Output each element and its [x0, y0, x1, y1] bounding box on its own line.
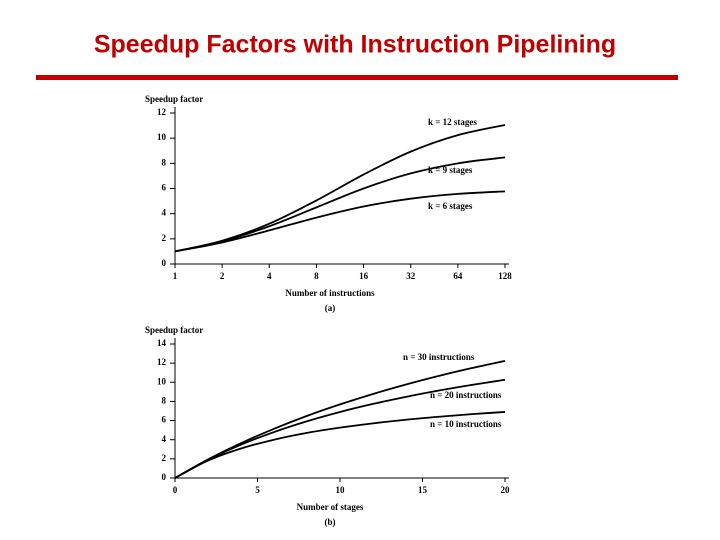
series-label: k = 9 stages	[428, 165, 473, 175]
caption: (b)	[325, 517, 336, 527]
x-tick-label: 128	[498, 271, 512, 281]
x-tick-label: 64	[453, 271, 463, 281]
y-tick-label: 10	[157, 132, 167, 142]
y-tick-label: 8	[162, 395, 167, 405]
series-line	[174, 378, 506, 479]
x-tick-label: 4	[267, 271, 272, 281]
y-tick-label: 2	[162, 233, 167, 243]
series-label: k = 6 stages	[428, 201, 473, 211]
x-tick-label: 16	[359, 271, 369, 281]
title-rule	[36, 75, 678, 80]
y-tick-label: 0	[162, 472, 167, 482]
series-line	[174, 190, 506, 253]
x-tick-label: 1	[173, 271, 178, 281]
series-line	[174, 411, 506, 479]
y-tick-label: 10	[157, 376, 167, 386]
y-tick-label: 2	[162, 453, 167, 463]
series-line	[174, 156, 506, 253]
series-line	[174, 359, 506, 479]
y-tick-label: 14	[157, 338, 167, 348]
x-tick-label: 0	[173, 485, 178, 495]
y-tick-label: 12	[157, 107, 167, 117]
x-tick-label: 20	[501, 485, 511, 495]
series-label: n = 30 instructions	[403, 352, 475, 362]
y-tick-label: 8	[162, 157, 167, 167]
x-tick-label: 10	[336, 485, 346, 495]
slide-title: Speedup Factors with Instruction Pipelin…	[94, 31, 616, 59]
series-label: k = 12 stages	[428, 117, 477, 127]
x-axis-label: Number of stages	[297, 502, 364, 512]
x-tick-label: 5	[255, 485, 260, 495]
y-tick-label: 6	[162, 183, 167, 193]
y-tick-label: 12	[157, 357, 167, 367]
caption: (a)	[325, 303, 336, 313]
y-tick-label: 4	[162, 208, 167, 218]
x-axis-label: Number of instructions	[285, 288, 375, 298]
y-axis-label: Speedup factor	[145, 325, 203, 335]
y-axis-label: Speedup factor	[145, 94, 203, 104]
y-tick-label: 0	[162, 258, 167, 268]
y-tick-label: 6	[162, 415, 167, 425]
x-tick-label: 15	[418, 485, 428, 495]
x-tick-label: 2	[220, 271, 225, 281]
x-tick-label: 8	[314, 271, 319, 281]
series-label: n = 10 instructions	[430, 419, 502, 429]
series-label: n = 20 instructions	[430, 390, 502, 400]
y-tick-label: 4	[162, 434, 167, 444]
x-tick-label: 32	[406, 271, 416, 281]
